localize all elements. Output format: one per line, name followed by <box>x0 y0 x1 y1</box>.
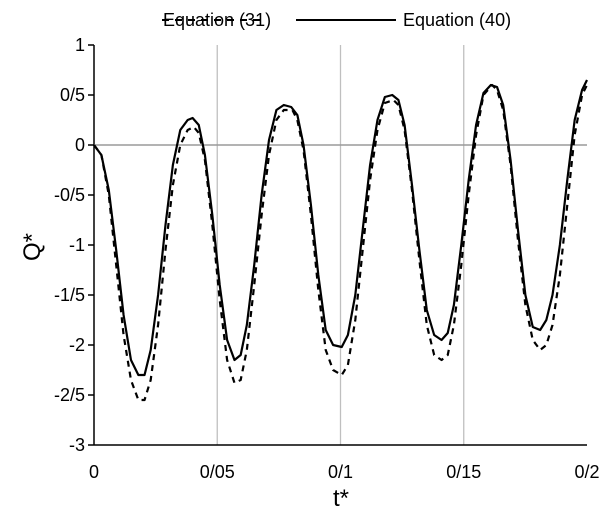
y-tick-label-0: 1 <box>75 35 85 55</box>
y-tick-label-1: 0/5 <box>60 85 85 105</box>
legend-label-equation-40: Equation (40) <box>403 10 511 30</box>
y-axis-title: Q* <box>19 233 46 261</box>
tick-labels: 10/50-0/5-1-1/5-2-2/5-30 0/05 0/1 0/15 0/2 <box>54 35 600 482</box>
y-tick-label-4: -1 <box>69 235 85 255</box>
y-tick-label-2: 0 <box>75 135 85 155</box>
y-tick-label-6: -2 <box>69 335 85 355</box>
x-tick-label-1: 0/05 <box>200 462 235 482</box>
x-tick-label-2: 0/1 <box>328 462 353 482</box>
x-tick-label-0: 0 <box>89 462 99 482</box>
x-tick-label-3: 0/15 <box>446 462 481 482</box>
y-tick-label-3: -0/5 <box>54 185 85 205</box>
y-tick-label-5: -1/5 <box>54 285 85 305</box>
x-axis-title: t* <box>333 485 349 512</box>
y-tick-label-7: -2/5 <box>54 385 85 405</box>
legend: Equation (31) Equation (40) <box>160 10 511 30</box>
y-tick-label-8: -3 <box>69 435 85 455</box>
grid <box>216 45 465 445</box>
series-line-1 <box>93 79 588 377</box>
series-layer <box>93 79 588 402</box>
x-tick-label-4: 0/2 <box>574 462 599 482</box>
legend-label-equation-31: Equation (31) <box>163 10 271 30</box>
